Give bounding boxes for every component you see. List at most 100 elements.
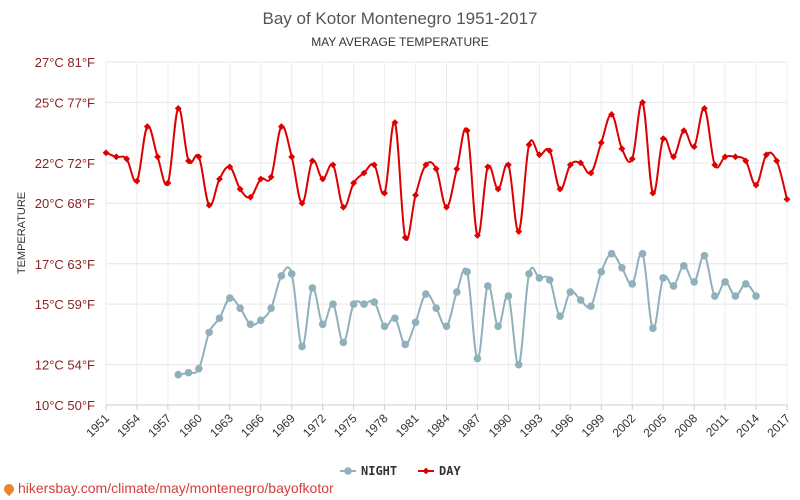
chart-title: Bay of Kotor Montenegro 1951-2017 xyxy=(262,9,537,28)
day-data-point xyxy=(711,161,719,169)
grid-layer xyxy=(105,61,788,406)
day-data-point xyxy=(546,147,554,155)
night-data-point xyxy=(205,328,213,337)
night-data-point xyxy=(556,312,564,321)
axis-layer: 10°C 50°F 12°C 54°F 15°C 59°F 17°C 63°F 20°C… xyxy=(35,55,794,440)
day-data-point xyxy=(505,161,512,169)
day-data-point xyxy=(329,161,337,169)
x-tick-label: 2014 xyxy=(733,411,762,440)
night-data-point xyxy=(422,290,430,298)
night-data-point xyxy=(380,322,389,331)
x-tick-label: 1981 xyxy=(393,411,422,440)
x-tick-label: 1993 xyxy=(517,411,546,440)
day-data-point xyxy=(123,155,131,163)
legend-item-day[interactable]: DAY xyxy=(418,464,461,478)
day-data-point xyxy=(742,157,750,165)
night-data-point xyxy=(649,324,657,333)
day-data-point xyxy=(401,234,409,241)
legend-marker-diamond xyxy=(422,467,430,475)
day-data-point xyxy=(639,98,646,106)
day-data-point xyxy=(422,161,430,169)
night-data-point xyxy=(411,318,420,327)
day-data-point xyxy=(278,123,285,130)
x-tick-label: 1972 xyxy=(300,411,329,440)
night-data-point xyxy=(256,316,265,325)
night-data-point xyxy=(659,274,667,282)
legend[interactable]: NIGHT DAY xyxy=(340,464,461,478)
night-data-point xyxy=(298,342,306,351)
night-data-point xyxy=(525,270,533,278)
night-data-point xyxy=(267,304,275,312)
night-data-point xyxy=(236,304,244,312)
night-data-point xyxy=(741,280,750,288)
day-data-point xyxy=(494,185,502,193)
x-tick-label: 1951 xyxy=(83,411,112,440)
day-data-point xyxy=(762,151,770,159)
series-layer xyxy=(102,98,791,379)
day-data-point xyxy=(381,189,388,197)
day-data-point xyxy=(608,111,615,118)
day-data-point xyxy=(773,157,781,165)
day-data-point xyxy=(154,153,161,161)
night-data-point xyxy=(597,268,606,276)
day-data-point xyxy=(556,185,564,193)
legend-item-night[interactable]: NIGHT xyxy=(340,464,397,478)
night-data-point xyxy=(360,300,368,308)
source-link[interactable]: hikersbay.com/climate/may/montenegro/bay… xyxy=(1,480,334,497)
night-data-point xyxy=(442,322,451,331)
day-data-point xyxy=(701,105,708,112)
location-pin-icon xyxy=(1,481,17,497)
night-data-point xyxy=(535,274,544,282)
y-tick-label: 27°C 81°F xyxy=(35,55,95,70)
night-data-point xyxy=(463,268,471,276)
night-data-point xyxy=(628,280,637,288)
night-data-point xyxy=(710,292,719,300)
night-data-point xyxy=(607,249,616,258)
night-data-point xyxy=(453,288,461,296)
day-data-point xyxy=(690,143,698,151)
y-tick-label: 12°C 54°F xyxy=(35,358,95,373)
night-data-point xyxy=(618,264,626,272)
day-data-point xyxy=(453,165,461,173)
night-data-point xyxy=(566,288,575,296)
night-data-point xyxy=(587,302,595,310)
day-data-point xyxy=(370,161,378,169)
day-data-point xyxy=(247,193,254,201)
day-data-point xyxy=(216,175,223,183)
day-data-point xyxy=(391,119,399,126)
night-data-point xyxy=(195,364,203,373)
night-data-point xyxy=(432,304,440,312)
day-data-point xyxy=(350,179,358,187)
day-data-point xyxy=(670,153,677,161)
night-data-point xyxy=(494,322,502,331)
y-tick-label: 17°C 63°F xyxy=(35,257,95,272)
y-tick-label: 20°C 68°F xyxy=(35,196,95,211)
night-data-point xyxy=(731,292,740,300)
day-data-point xyxy=(515,228,523,235)
day-data-point xyxy=(339,203,347,211)
day-data-point xyxy=(412,191,419,199)
night-data-point xyxy=(339,338,348,347)
night-data-point xyxy=(576,296,585,304)
day-data-point xyxy=(195,153,203,161)
legend-marker-circle xyxy=(344,467,352,475)
day-data-point xyxy=(721,153,729,161)
day-data-point xyxy=(226,163,234,171)
day-data-point xyxy=(257,175,265,183)
night-data-point xyxy=(308,284,317,292)
day-data-point xyxy=(185,157,192,165)
night-data-point xyxy=(226,294,234,302)
night-data-point xyxy=(349,300,358,308)
x-tick-label: 1984 xyxy=(424,411,453,440)
x-tick-label: 1975 xyxy=(331,411,360,440)
y-axis-label: TEMPERATURE xyxy=(16,192,28,274)
day-data-point xyxy=(205,201,213,209)
source-link-text: hikersbay.com/climate/may/montenegro/bay… xyxy=(18,480,334,496)
x-tick-label: 2002 xyxy=(610,411,639,440)
y-tick-label: 10°C 50°F xyxy=(35,398,95,413)
day-data-point xyxy=(143,123,151,130)
day-data-point xyxy=(463,127,471,134)
day-data-point xyxy=(319,175,327,183)
night-data-point xyxy=(318,320,327,329)
x-tick-label: 1996 xyxy=(548,411,577,440)
